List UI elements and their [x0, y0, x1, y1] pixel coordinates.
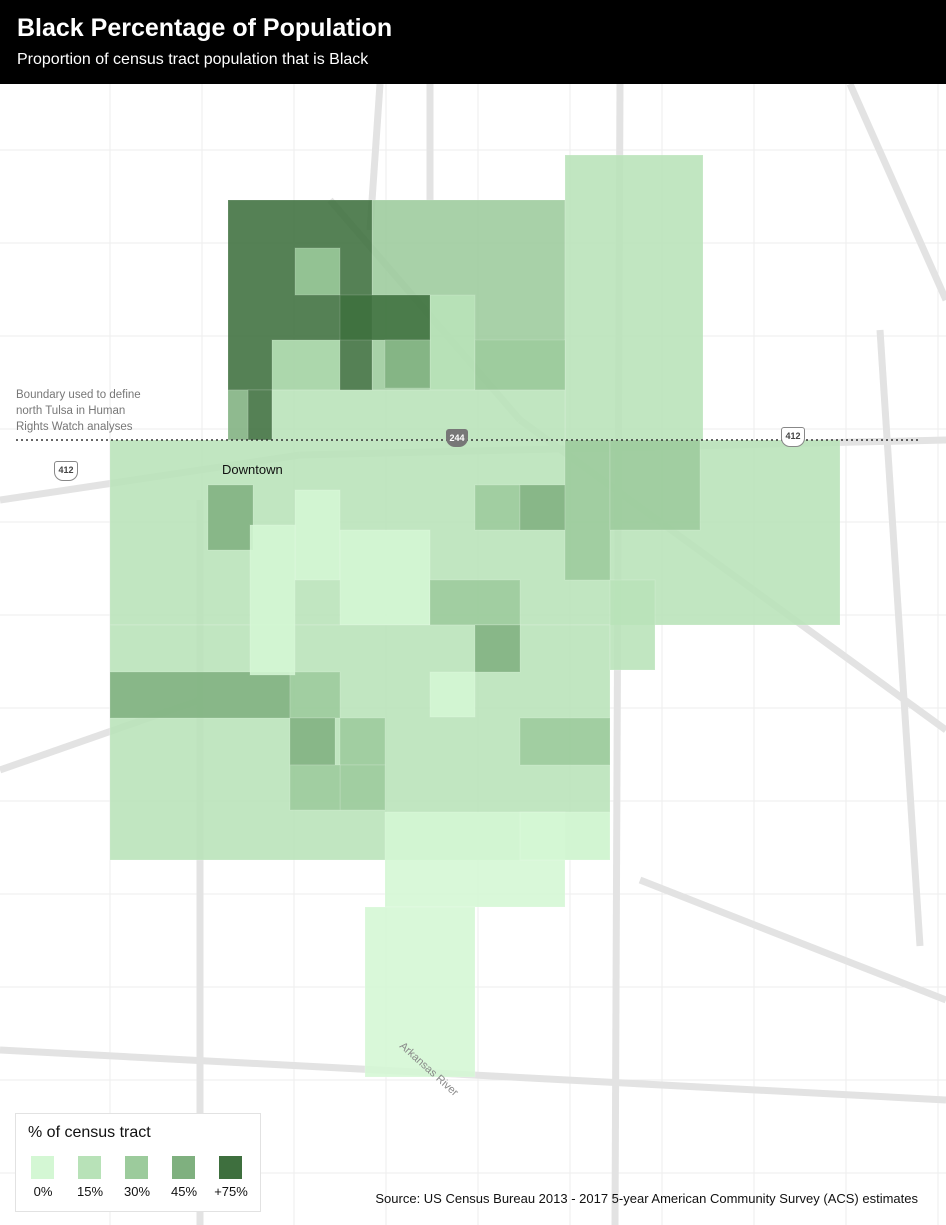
census-tract [519, 717, 611, 766]
census-tract [609, 439, 701, 531]
legend-swatch [172, 1156, 195, 1179]
census-tract [271, 389, 566, 441]
census-tract [289, 671, 341, 719]
census-tract [339, 764, 386, 811]
census-tract [519, 811, 611, 861]
map-title: Black Percentage of Population [17, 14, 393, 42]
census-tract [564, 439, 611, 581]
census-tract [339, 529, 431, 626]
census-tract [564, 154, 704, 441]
census-tract [364, 906, 476, 1078]
census-tract [247, 389, 273, 441]
census-tract [339, 717, 386, 766]
legend: % of census tract 0% 15% 30% 45% +75% [15, 1113, 261, 1212]
legend-title: % of census tract [28, 1124, 151, 1141]
census-tract [294, 489, 341, 581]
census-tract [227, 389, 249, 441]
census-tract [339, 294, 431, 341]
downtown-label: Downtown [222, 462, 283, 477]
source-note: Source: US Census Bureau 2013 - 2017 5-y… [375, 1191, 918, 1206]
legend-swatch [219, 1156, 242, 1179]
legend-label: 15% [76, 1184, 104, 1199]
census-tracts [109, 154, 841, 1078]
census-tract [519, 484, 566, 531]
census-tract [271, 339, 341, 391]
road [876, 329, 924, 947]
census-tract [609, 579, 656, 671]
legend-label: 0% [33, 1184, 53, 1199]
census-tract [207, 484, 254, 551]
header: Black Percentage of Population Proportio… [0, 0, 946, 84]
legend-label: +75% [214, 1184, 248, 1199]
legend-swatch [31, 1156, 54, 1179]
census-tract [429, 579, 521, 626]
legend-label: 45% [170, 1184, 198, 1199]
census-tract [474, 484, 521, 531]
census-tract [384, 339, 431, 389]
road [638, 876, 946, 1004]
interstate-244-shield-icon: 244 [446, 429, 468, 447]
boundary-annotation: Boundary used to define north Tulsa in H… [16, 389, 141, 433]
census-tract [294, 247, 341, 296]
census-tract [109, 671, 291, 719]
us-412-shield-icon: 412 [54, 461, 78, 481]
census-tract [289, 717, 336, 766]
legend-swatch [78, 1156, 101, 1179]
census-tract [474, 624, 521, 673]
choropleth-map [0, 84, 946, 1225]
census-tract [249, 524, 296, 676]
map-subtitle: Proportion of census tract population th… [17, 51, 369, 68]
road [846, 84, 946, 302]
legend-swatch [125, 1156, 148, 1179]
census-tract [429, 671, 476, 718]
census-tract [429, 294, 476, 391]
us-412-shield-icon: 412 [781, 427, 805, 447]
legend-label: 30% [123, 1184, 151, 1199]
census-tract [289, 764, 341, 811]
census-tract [474, 339, 566, 391]
